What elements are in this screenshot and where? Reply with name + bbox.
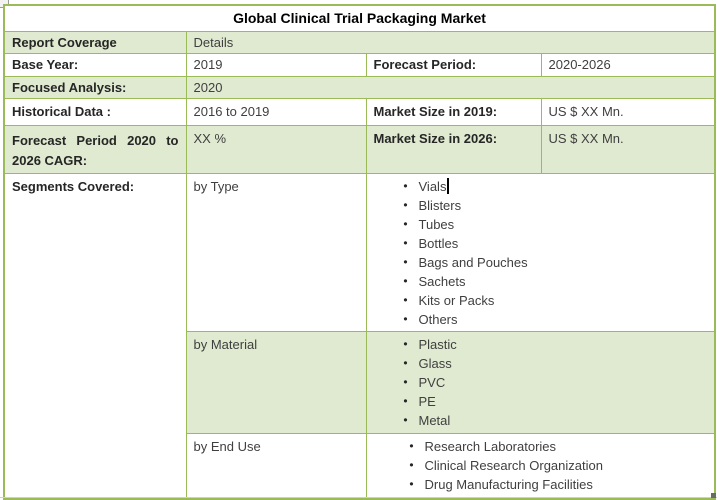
bullet-icon: • xyxy=(403,311,408,326)
focused-analysis-value: 2020 xyxy=(185,75,716,99)
bullet-icon: • xyxy=(403,273,408,288)
bullet-icon: • xyxy=(403,393,408,408)
list-item: • Sachets xyxy=(393,272,715,291)
segment-group-by-type: by Type xyxy=(185,172,367,332)
list-item: • Vials xyxy=(393,177,715,196)
bullet-icon: • xyxy=(403,197,408,212)
bullet-icon: • xyxy=(403,412,408,427)
bullet-icon: • xyxy=(403,235,408,250)
bullet-icon: • xyxy=(403,355,408,370)
list-item: • PE xyxy=(393,392,715,411)
market-size-2019-label: Market Size in 2019: xyxy=(365,97,542,126)
list-item: • Bags and Pouches xyxy=(393,253,715,272)
segment-group-by-end-use: by End Use xyxy=(185,432,367,500)
base-year-value: 2019 xyxy=(185,52,367,77)
bullet-icon: • xyxy=(409,476,414,491)
forecast-cagr-value: XX % xyxy=(185,124,367,174)
bullet-icon: • xyxy=(403,216,408,231)
list-item: • Plastic xyxy=(393,335,715,354)
forecast-cagr-label: Forecast Period 2020 to 2026 CAGR: xyxy=(3,124,187,174)
list-item: • Tubes xyxy=(393,215,715,234)
bullet-icon: • xyxy=(403,254,408,269)
bullet-icon: • xyxy=(409,457,414,472)
bullet-icon: • xyxy=(403,374,408,389)
page-edge-divider xyxy=(0,497,717,498)
list-item: • Drug Manufacturing Facilities xyxy=(399,475,715,494)
bullet-icon: • xyxy=(403,292,408,307)
forecast-period-label: Forecast Period: xyxy=(365,52,542,77)
market-size-2019-value: US $ XX Mn. xyxy=(540,97,716,126)
list-item: • Metal xyxy=(393,411,715,430)
list-item: • Clinical Research Organization xyxy=(399,456,715,475)
list-item: • Research Laboratories xyxy=(399,437,715,456)
list-item: • Bottles xyxy=(393,234,715,253)
list-item: • Kits or Packs xyxy=(393,291,715,310)
text-cursor xyxy=(447,178,449,194)
focused-analysis-label: Focused Analysis: xyxy=(3,75,187,99)
historical-data-label: Historical Data : xyxy=(3,97,187,126)
list-item: • Blisters xyxy=(393,196,715,215)
end-use-segment-list: • Research Laboratories • Clinical Resea… xyxy=(367,436,715,494)
header-details: Details xyxy=(185,30,716,54)
material-segment-list: • Plastic • Glass • PVC • PE • Metal xyxy=(367,334,715,430)
header-report-coverage: Report Coverage xyxy=(3,30,187,54)
segments-covered-label: Segments Covered: xyxy=(3,172,187,500)
forecast-period-value: 2020-2026 xyxy=(540,52,716,77)
market-size-2026-label: Market Size in 2026: xyxy=(365,124,542,174)
page-title: Global Clinical Trial Packaging Market xyxy=(3,4,716,32)
historical-data-value: 2016 to 2019 xyxy=(185,97,367,126)
report-coverage-table: Global Clinical Trial Packaging Market R… xyxy=(3,4,716,500)
bullet-icon: • xyxy=(403,178,408,193)
bullet-icon: • xyxy=(409,438,414,453)
segment-group-by-material: by Material xyxy=(185,330,367,434)
table-resize-handle[interactable] xyxy=(711,493,716,498)
type-segment-list: • Vials • Blisters • Tubes • Bottles • B… xyxy=(367,176,715,329)
list-item: • Others xyxy=(393,310,715,329)
bullet-icon: • xyxy=(403,336,408,351)
market-size-2026-value: US $ XX Mn. xyxy=(540,124,716,174)
list-item: • PVC xyxy=(393,373,715,392)
list-item: • Glass xyxy=(393,354,715,373)
base-year-label: Base Year: xyxy=(3,52,187,77)
